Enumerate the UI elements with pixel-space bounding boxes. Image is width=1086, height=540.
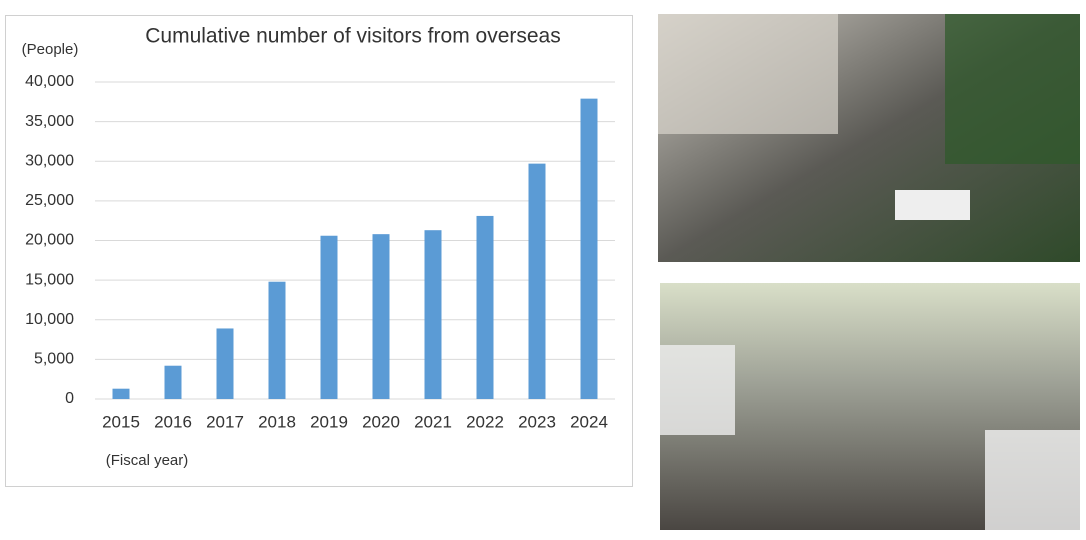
y-tick-label: 35,000 (25, 113, 74, 130)
x-tick-label: 2024 (570, 412, 608, 431)
x-tick-label: 2018 (258, 412, 296, 431)
x-tick-label: 2016 (154, 412, 192, 431)
x-tick-label: 2015 (102, 412, 140, 431)
y-tick-label: 5,000 (34, 351, 74, 368)
bar (112, 388, 130, 399)
bar (372, 234, 390, 399)
bar (424, 230, 442, 399)
bar (164, 365, 182, 399)
y-tick-label: 15,000 (25, 271, 74, 288)
photo-detail (660, 345, 735, 435)
bar (580, 98, 598, 399)
x-tick-label: 2022 (466, 412, 504, 431)
photo-detail (945, 14, 1080, 164)
y-axis-label: (People) (22, 41, 79, 58)
bar (320, 235, 338, 399)
y-tick-label: 25,000 (25, 192, 74, 209)
photo-detail (895, 190, 970, 220)
x-tick-label: 2020 (362, 412, 400, 431)
y-tick-label: 40,000 (25, 73, 74, 90)
photo-detail (658, 14, 838, 134)
y-tick-label: 30,000 (25, 152, 74, 169)
y-tick-label: 0 (65, 390, 74, 407)
bar (268, 281, 286, 399)
bar (216, 328, 234, 399)
x-tick-label: 2021 (414, 412, 452, 431)
x-axis-label: (Fiscal year) (106, 452, 189, 469)
chart-frame (5, 15, 633, 487)
x-tick-label: 2019 (310, 412, 348, 431)
x-tick-label: 2017 (206, 412, 244, 431)
photo-detail (985, 430, 1080, 530)
x-tick-label: 2023 (518, 412, 556, 431)
chart-title: Cumulative number of visitors from overs… (145, 25, 560, 48)
y-tick-label: 10,000 (25, 311, 74, 328)
bar (528, 163, 546, 399)
bar (476, 215, 494, 399)
y-tick-label: 20,000 (25, 232, 74, 249)
